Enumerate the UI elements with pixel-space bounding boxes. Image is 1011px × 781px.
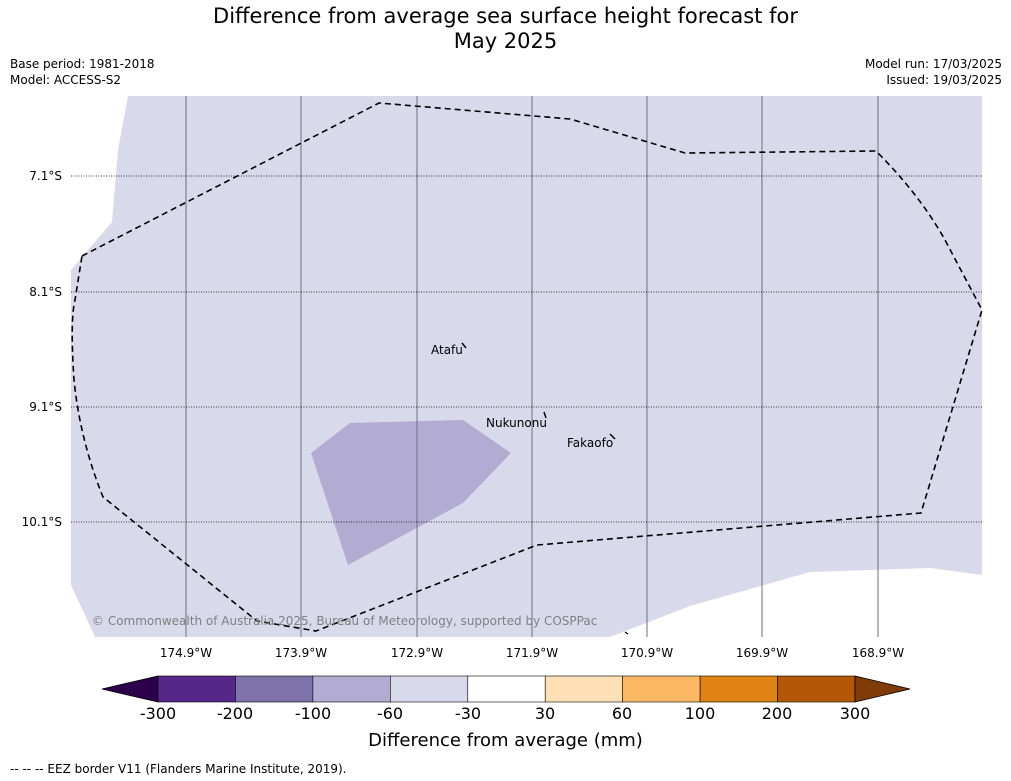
atafu-island-mark (461, 342, 467, 349)
colorbar-tick: 30 (534, 704, 556, 723)
place-label-fakaofo: Fakaofo (567, 436, 614, 450)
longitude-grid (185, 96, 879, 637)
lat-label: 9.1°S (29, 400, 62, 414)
colorbar-extension-low (101, 675, 159, 703)
lat-label: 10.1°S (21, 515, 62, 529)
colorbar-tick: -300 (139, 704, 177, 723)
lon-label: 173.9°W (274, 646, 328, 660)
colorbar-segment (467, 675, 546, 703)
colorbar-tick: -60 (376, 704, 404, 723)
title-line-1: Difference from average sea surface heig… (213, 4, 798, 28)
colorbar-tick: -30 (454, 704, 482, 723)
meta-right: Model run: 17/03/2025 Issued: 19/03/2025 (865, 56, 1002, 88)
colorbar-tick: 60 (611, 704, 633, 723)
meta-left: Base period: 1981-2018 Model: ACCESS-S2 (10, 56, 155, 88)
place-label-nukunonu: Nukunonu (486, 416, 547, 430)
colorbar (101, 675, 911, 703)
lat-label: 8.1°S (29, 285, 62, 299)
colorbar-segment (777, 675, 856, 703)
colorbar-tick: -200 (216, 704, 254, 723)
footer-legend: -- -- -- EEZ border V11 (Flanders Marine… (10, 762, 347, 776)
fakaofo-island-mark (609, 433, 616, 440)
model-name: Model: ACCESS-S2 (10, 73, 122, 87)
place-label-atafu: Atafu (431, 343, 463, 357)
colorbar-segment (390, 675, 469, 703)
eez-border (71, 102, 983, 632)
colorbar-extension-high (854, 675, 911, 703)
colorbar-segment (544, 675, 623, 703)
colorbar-segment (157, 675, 236, 703)
lat-label: 7.1°S (29, 169, 62, 183)
colorbar-segment (622, 675, 701, 703)
map-title: Difference from average sea surface heig… (0, 4, 1011, 54)
copyright-notice: © Commonwealth of Australia 2025, Bureau… (92, 614, 598, 628)
title-line-2: May 2025 (453, 29, 558, 53)
base-period: Base period: 1981-2018 (10, 57, 155, 71)
lon-label: 174.9°W (159, 646, 213, 660)
lon-label: 168.9°W (851, 646, 905, 660)
ocean-fill-medium (311, 420, 511, 565)
lon-label: 169.9°W (735, 646, 789, 660)
colorbar-label: Difference from average (mm) (368, 730, 643, 751)
lon-label: 171.9°W (505, 646, 559, 660)
ocean-fill-light (71, 96, 982, 637)
model-run: Model run: 17/03/2025 (864, 57, 1002, 71)
lon-label: 172.9°W (390, 646, 444, 660)
colorbar-tick: 100 (684, 704, 716, 723)
latitude-grid (71, 175, 982, 523)
colorbar-tick: 300 (839, 704, 871, 723)
lon-label: 170.9°W (620, 646, 674, 660)
colorbar-segment (235, 675, 314, 703)
nukunonu-island-mark (543, 411, 547, 419)
issued-date: Issued: 19/03/2025 (886, 73, 1002, 87)
small-island-mark (624, 631, 629, 635)
colorbar-segment (699, 675, 778, 703)
colorbar-tick: 200 (761, 704, 793, 723)
colorbar-segment (312, 675, 391, 703)
colorbar-tick: -100 (294, 704, 332, 723)
